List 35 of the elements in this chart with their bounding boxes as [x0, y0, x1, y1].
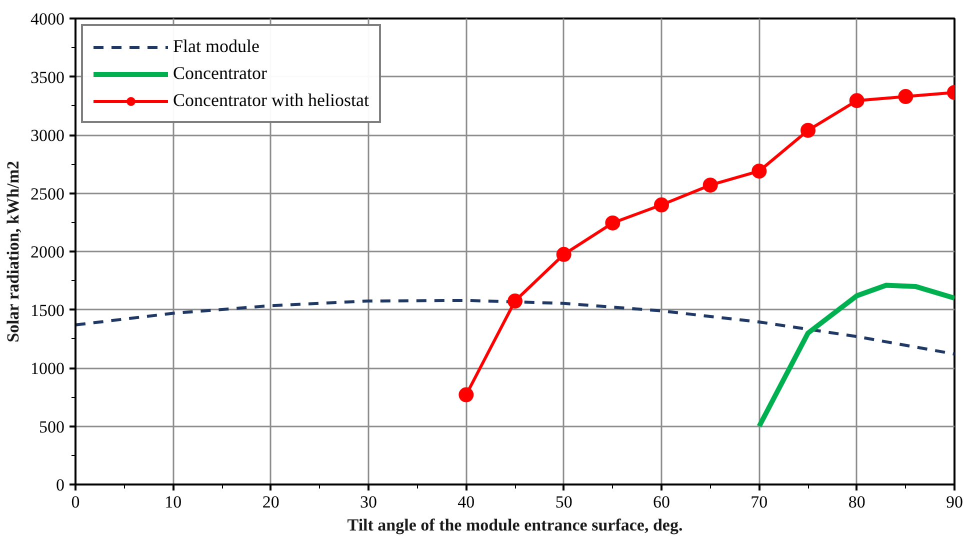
- point: [702, 178, 718, 193]
- legend-label: Flat module: [173, 36, 260, 57]
- point: [849, 93, 864, 108]
- point: [458, 387, 474, 402]
- x-tick-label: 50: [555, 492, 572, 512]
- x-tick-label: 90: [946, 492, 963, 512]
- y-tick-label: 1500: [30, 300, 64, 320]
- point: [556, 246, 572, 262]
- x-tick-label: 0: [71, 492, 80, 512]
- x-tick-label: 60: [653, 492, 670, 512]
- y-tick-label: 2500: [30, 184, 64, 204]
- y-tick-label: 3500: [30, 68, 64, 87]
- point: [605, 215, 620, 230]
- line-series: [76, 298, 954, 356]
- point: [898, 89, 914, 104]
- legend-label: Concentrator: [173, 63, 267, 84]
- x-tick-label: 30: [360, 492, 377, 512]
- legend-label: Concentrator with heliostat: [173, 90, 369, 111]
- x-tick-label: 10: [164, 492, 182, 512]
- y-tick-label: 0: [56, 476, 64, 494]
- y-tick-label: 2000: [30, 242, 64, 262]
- point: [752, 164, 767, 179]
- y-tick-label: 4000: [30, 10, 64, 28]
- point: [654, 197, 669, 212]
- y-tick-label: 500: [39, 417, 64, 436]
- x-tick-label: 20: [262, 492, 280, 512]
- y-tick-label: 1000: [30, 359, 64, 378]
- x-tick-label: 80: [848, 492, 866, 512]
- x-tick-label: 70: [750, 492, 768, 512]
- x-axis-title: Tilt angle of the module entrance surface, deg.: [347, 516, 683, 534]
- point: [508, 294, 522, 308]
- x-tick-label: 40: [458, 492, 475, 512]
- y-tick-label: 3000: [30, 126, 64, 145]
- point: [800, 122, 816, 138]
- y-axis-title: Solar radiation, kWh/m2: [4, 160, 22, 342]
